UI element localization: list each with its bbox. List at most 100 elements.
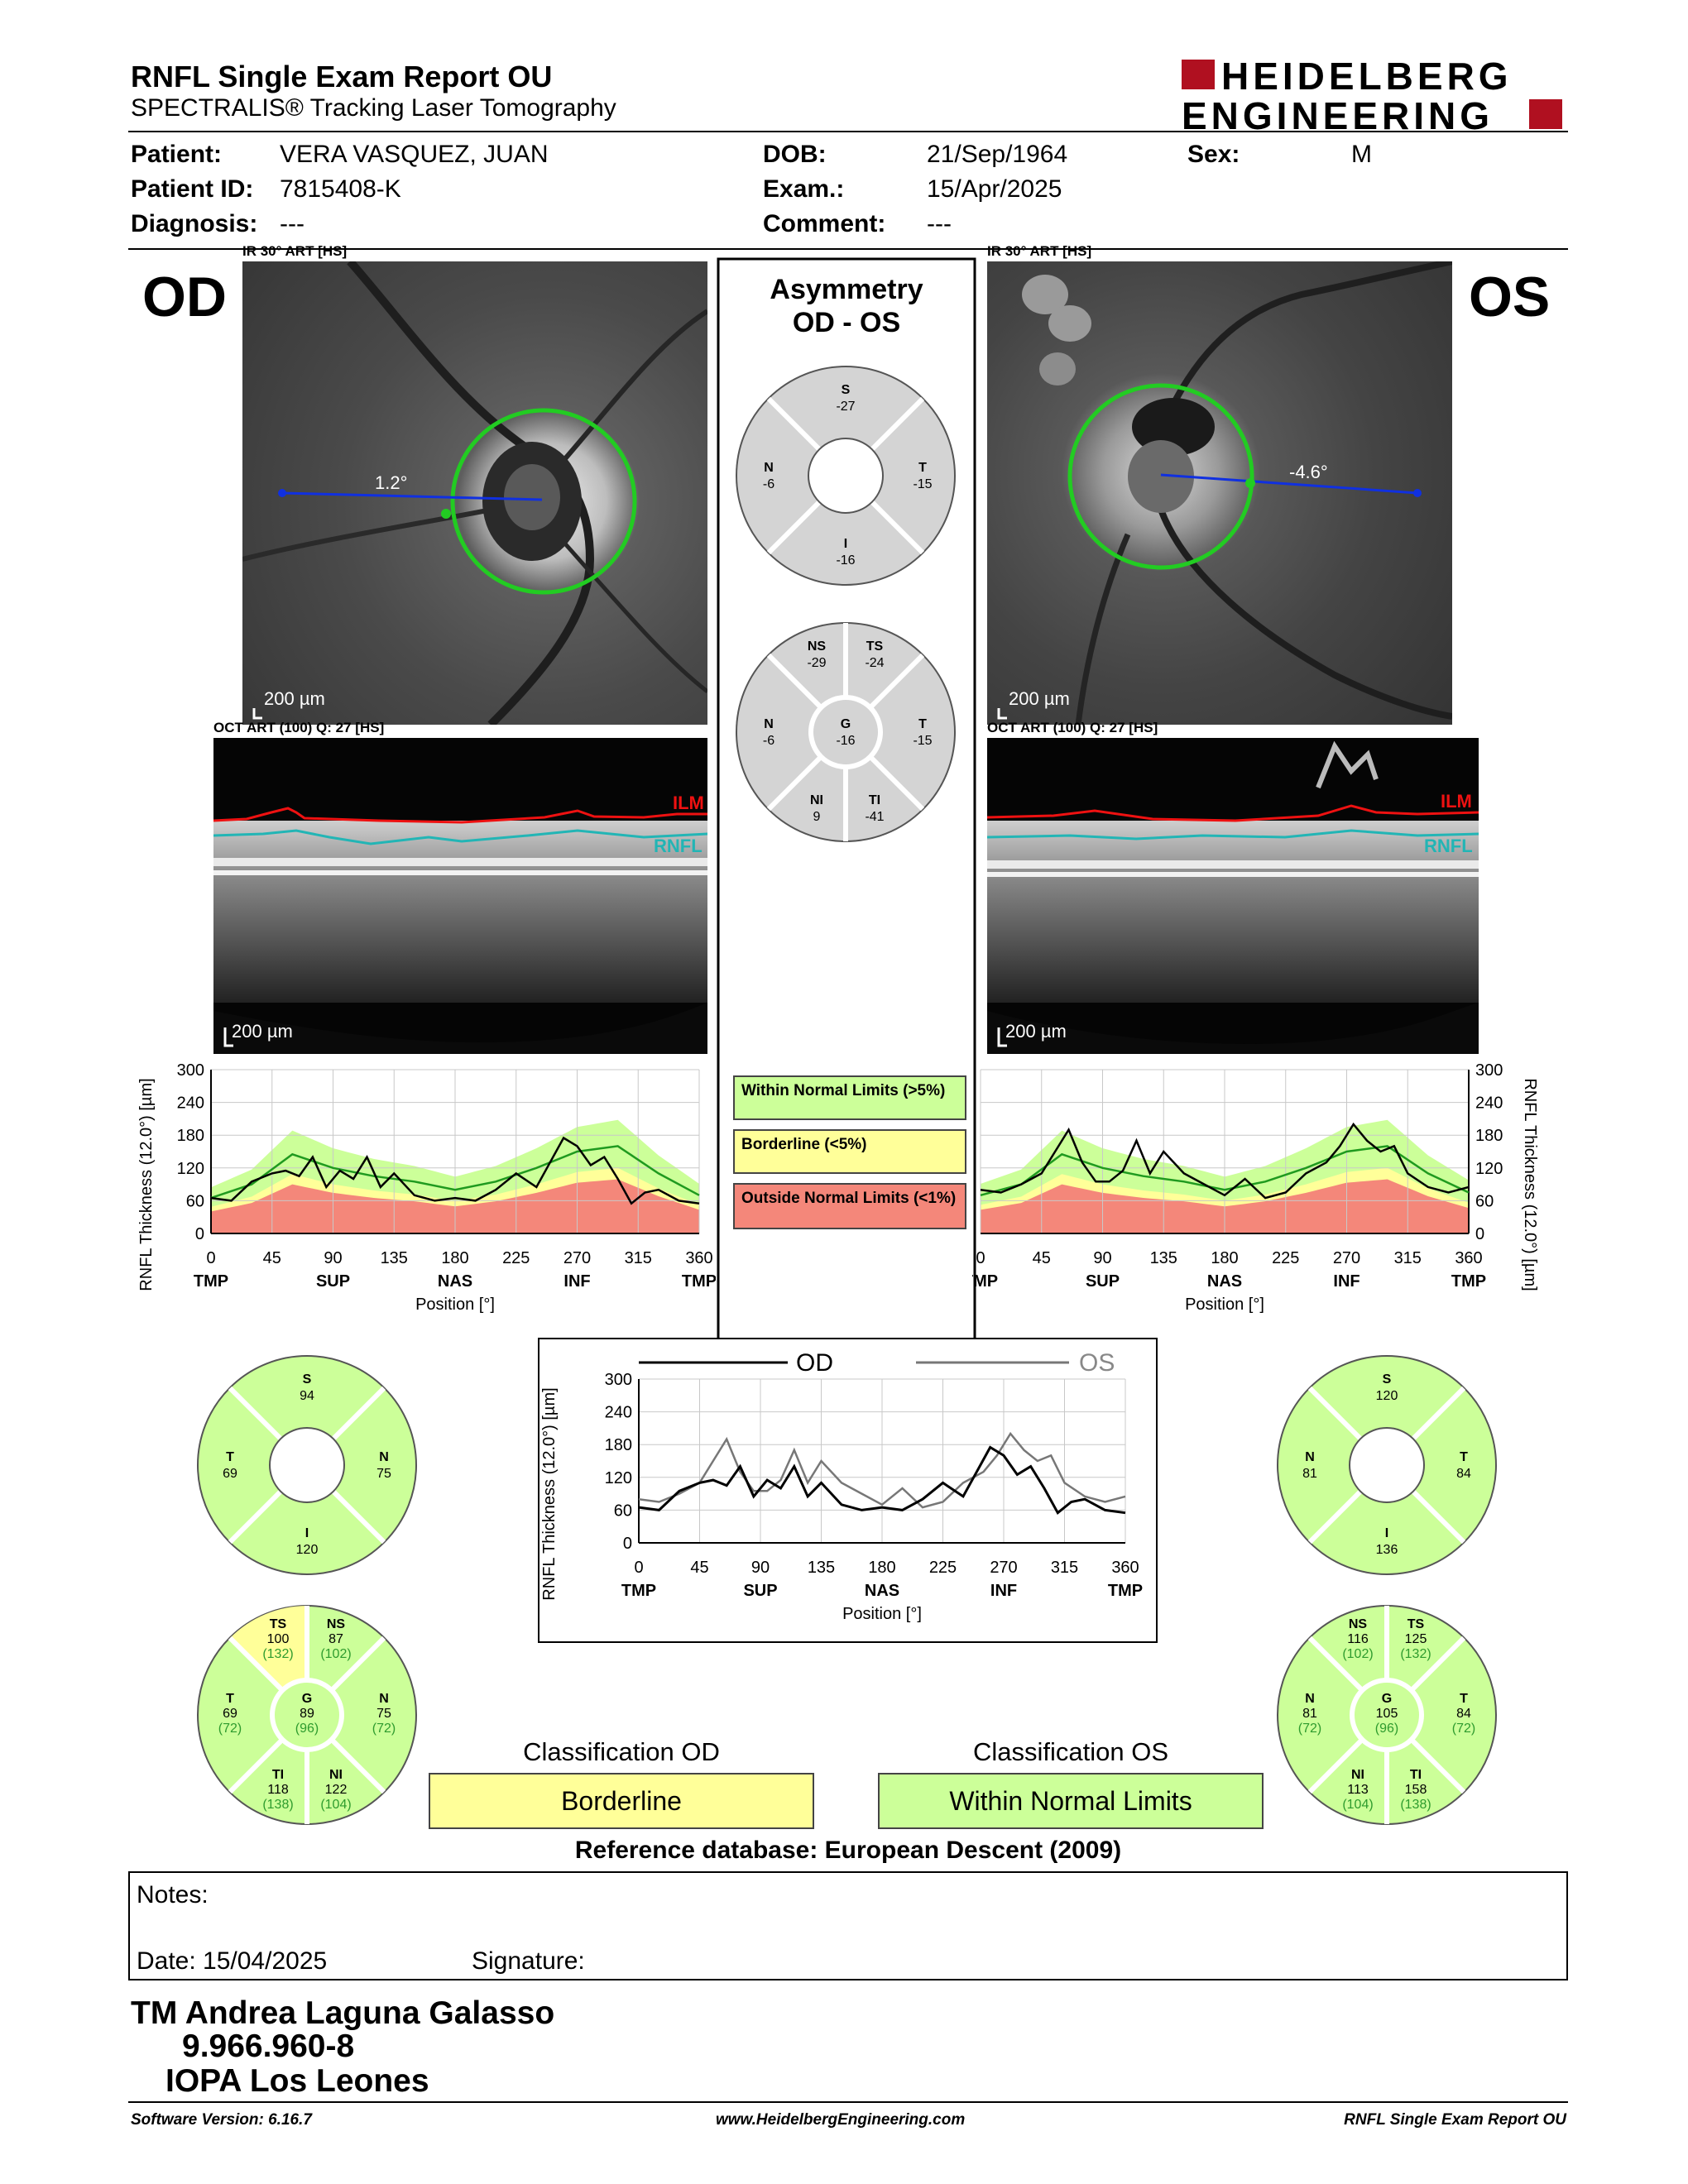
y-tick-label: 180	[1475, 1127, 1503, 1145]
asymmetry-title-1: Asymmetry	[770, 274, 923, 305]
notes-label: Notes:	[137, 1881, 209, 1909]
y-axis-label: RNFL Thickness (12.0°) [µm]	[1521, 1078, 1539, 1291]
x-tick-label: 45	[263, 1249, 281, 1267]
y-tick-label: 0	[1475, 1225, 1484, 1243]
notes-box[interactable]: Notes: Date: 15/04/2025 Signature:	[128, 1871, 1568, 1980]
os-t-ref: (72)	[1452, 1722, 1475, 1736]
region-label: TMP	[972, 1272, 998, 1291]
website-link[interactable]: www.HeidelbergEngineering.com	[716, 2111, 966, 2129]
x-tick-label: 225	[929, 1559, 957, 1577]
od-oct-caption: OCT ART (100) Q: 27 [HS]	[213, 720, 385, 735]
svg-text:G: G	[302, 1692, 312, 1706]
diagnosis-label: Diagnosis:	[131, 210, 258, 237]
y-tick-label: 60	[186, 1192, 204, 1210]
od-q-n: 75	[376, 1467, 391, 1481]
normal-mean-line	[210, 1145, 700, 1200]
svg-text:TI: TI	[1410, 1768, 1422, 1782]
x-tick-label: 0	[206, 1249, 215, 1267]
svg-text:TS: TS	[270, 1617, 287, 1631]
od-bscan-image: ILM RNFL 200 µm	[213, 738, 707, 1054]
svg-text:T: T	[1460, 1692, 1468, 1706]
report-title: RNFL Single Exam Report OU	[131, 60, 553, 93]
classification-od-box: Borderline	[429, 1773, 814, 1829]
od-g: 89	[300, 1707, 314, 1721]
exam-label: Exam.:	[763, 175, 845, 203]
od-ir-scale: 200 µm	[264, 688, 325, 709]
svg-text:N: N	[1305, 1450, 1315, 1464]
od-ni: 122	[325, 1783, 348, 1797]
os-n: 81	[1302, 1707, 1317, 1721]
os-quadrant-chart: S 120 N 81 T 84 I 136	[1277, 1355, 1497, 1575]
svg-text:T: T	[918, 717, 927, 731]
os-oct-caption: OCT ART (100) Q: 27 [HS]	[987, 720, 1158, 735]
od-thickness-line	[210, 1136, 700, 1205]
svg-text:T: T	[1460, 1450, 1468, 1464]
x-axis-label: Position [°]	[415, 1296, 495, 1314]
x-tick-label: 315	[625, 1249, 652, 1267]
od-quadrant-chart: S 94 T 69 N 75 I 120	[197, 1355, 417, 1575]
x-tick-label: 0	[976, 1249, 985, 1267]
region-label: TMP	[194, 1272, 228, 1291]
od-ts-ref: (132)	[262, 1647, 293, 1661]
svg-text:S: S	[1383, 1372, 1392, 1387]
sex-label: Sex:	[1187, 141, 1240, 168]
svg-text:G: G	[1382, 1692, 1392, 1706]
asym-q-n: -6	[763, 477, 774, 491]
asymmetry-title-2: OD - OS	[792, 307, 901, 338]
classification-od-label: Classification OD	[523, 1737, 720, 1766]
os-sector-chart: NS 116 (102) TS 125 (132) N 81 (72) G 10…	[1277, 1605, 1497, 1825]
legend-borderline: Borderline (<5%)	[733, 1129, 966, 1174]
y-tick-label: 120	[605, 1469, 632, 1487]
svg-text:S: S	[303, 1372, 312, 1387]
od-t: 69	[223, 1707, 237, 1721]
region-label: SUP	[1086, 1272, 1120, 1291]
os-ns-ref: (102)	[1342, 1647, 1373, 1661]
os-t: 84	[1456, 1707, 1471, 1721]
y-tick-label: 240	[177, 1094, 204, 1113]
svg-text:TI: TI	[272, 1768, 284, 1782]
od-rnfl-label: RNFL	[654, 836, 703, 856]
os-bscan-image: ILM RNFL 200 µm	[987, 738, 1479, 1054]
y-tick-label: 120	[177, 1160, 204, 1178]
y-tick-label: 240	[605, 1404, 632, 1422]
sex: M	[1351, 141, 1372, 168]
os-q-s: 120	[1376, 1389, 1398, 1403]
svg-text:NI: NI	[810, 793, 823, 807]
asym-t: -15	[913, 734, 932, 748]
os-q-i: 136	[1376, 1543, 1398, 1557]
os-g-ref: (96)	[1375, 1722, 1398, 1736]
region-label: TMP	[1451, 1272, 1486, 1291]
y-tick-label: 120	[1475, 1160, 1503, 1178]
os-g: 105	[1376, 1707, 1398, 1721]
x-tick-label: 180	[868, 1559, 895, 1577]
x-tick-label: 270	[563, 1249, 591, 1267]
os-ns: 116	[1347, 1632, 1369, 1646]
od-scan-circle	[450, 408, 637, 595]
asymmetry-title: Asymmetry OD - OS	[717, 273, 976, 339]
svg-text:N: N	[379, 1450, 389, 1464]
asym-ti: -41	[865, 810, 884, 824]
x-axis-label: Position [°]	[1185, 1296, 1264, 1314]
os-q-n: 81	[1302, 1467, 1317, 1481]
exam-date: 15/Apr/2025	[927, 175, 1062, 203]
legend-within: Within Normal Limits (>5%)	[733, 1075, 966, 1120]
comment-label: Comment:	[763, 210, 886, 237]
svg-text:N: N	[764, 717, 774, 731]
os-ti-ref: (138)	[1400, 1798, 1431, 1812]
od-q-s: 94	[300, 1389, 314, 1403]
reference-database: Reference database: European Descent (20…	[574, 1837, 1122, 1864]
svg-text:NI: NI	[1351, 1768, 1364, 1782]
asymmetry-sector-chart: NS -29 TS -24 N -6 G -16 T -15 NI 9 TI -…	[736, 622, 956, 842]
svg-text:I: I	[844, 537, 847, 551]
region-label: TMP	[1108, 1582, 1143, 1600]
y-tick-label: 240	[1475, 1094, 1503, 1113]
classification-os-label: Classification OS	[972, 1737, 1169, 1766]
od-ti: 118	[267, 1783, 289, 1797]
x-tick-label: 225	[502, 1249, 530, 1267]
od-ilm-label: ILM	[673, 793, 704, 813]
x-tick-label: 180	[441, 1249, 468, 1267]
region-label: INF	[563, 1272, 590, 1291]
heidelberg-logo: HEIDELBERG ENGINEERING	[1182, 55, 1562, 137]
y-tick-label: 300	[605, 1371, 632, 1389]
x-axis-label: Position [°]	[842, 1605, 922, 1623]
